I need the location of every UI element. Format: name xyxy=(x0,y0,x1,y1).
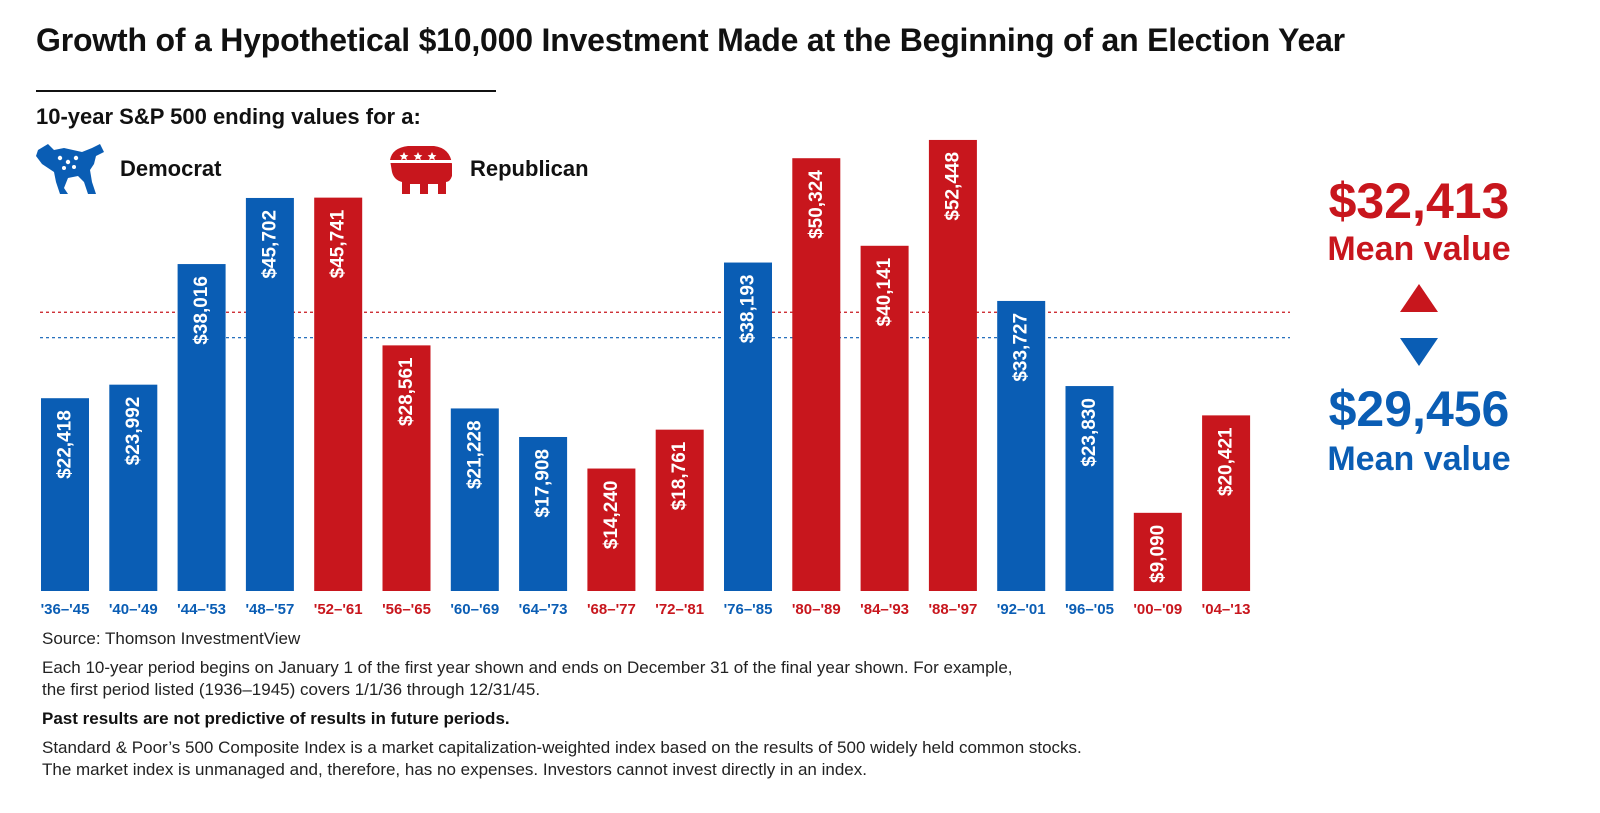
category-label: '88–'97 xyxy=(928,601,977,618)
category-label: '40–'49 xyxy=(109,601,158,618)
category-label: '60–'69 xyxy=(450,601,499,618)
legend-democrat-label: Democrat xyxy=(120,156,222,181)
bar xyxy=(519,436,568,591)
bar-value-label: $38,193 xyxy=(738,275,759,344)
bar xyxy=(1065,386,1114,591)
period-note-line-1: Each 10-year period begins on January 1 … xyxy=(42,658,1013,677)
democrat-mean-value: $29,456 xyxy=(1328,381,1510,437)
index-note-line-1: Standard & Poor’s 500 Composite Index is… xyxy=(42,738,1082,757)
source-note: Source: Thomson InvestmentView xyxy=(42,629,301,648)
category-label: '00–'09 xyxy=(1133,601,1182,618)
bar xyxy=(587,468,636,591)
donkey-icon xyxy=(36,144,104,194)
bar-value-label: $28,561 xyxy=(396,357,417,426)
bar xyxy=(245,197,294,591)
bar-value-label: $9,090 xyxy=(1147,525,1168,583)
category-label: '68–'77 xyxy=(587,601,636,618)
category-label: '04–'13 xyxy=(1202,601,1251,618)
bar xyxy=(450,408,499,591)
bar xyxy=(724,262,772,591)
bar xyxy=(177,264,226,591)
republican-mean-label: Mean value xyxy=(1327,230,1511,268)
category-label: '72–'81 xyxy=(655,601,704,618)
up-arrow-icon xyxy=(1400,284,1438,312)
bar-value-label: $14,240 xyxy=(601,481,622,550)
category-label: '80–'89 xyxy=(792,601,841,618)
bar xyxy=(655,429,704,591)
democrat-mean-label: Mean value xyxy=(1327,440,1511,478)
legend-republican-label: Republican xyxy=(470,156,589,181)
bar-value-label: $22,418 xyxy=(55,410,76,479)
bar xyxy=(382,345,431,591)
down-arrow-icon xyxy=(1400,338,1438,366)
category-label: '84–'93 xyxy=(860,601,909,618)
bar-value-label: $45,741 xyxy=(328,209,349,278)
bar xyxy=(860,245,909,591)
period-note-line-2: the first period listed (1936–1945) cove… xyxy=(42,680,541,699)
category-label: '36–'45 xyxy=(41,601,90,618)
bar xyxy=(109,384,158,591)
category-label: '52–'61 xyxy=(314,601,363,618)
republican-mean-value: $32,413 xyxy=(1328,173,1510,229)
category-label: '92–'01 xyxy=(997,601,1046,618)
title-divider xyxy=(36,90,496,92)
bar-value-label: $50,324 xyxy=(806,170,827,239)
category-label: '44–'53 xyxy=(177,601,226,618)
category-label: '76–'85 xyxy=(724,601,773,618)
category-label: '56–'65 xyxy=(382,601,431,618)
bar-value-label: $38,016 xyxy=(191,276,212,345)
bar xyxy=(792,158,841,591)
bar-value-label: $23,992 xyxy=(123,397,144,466)
bar-value-label: $52,448 xyxy=(942,152,963,221)
category-label: '96–'05 xyxy=(1065,601,1114,618)
bar xyxy=(314,197,363,592)
disclaimer: Past results are not predictive of resul… xyxy=(42,709,510,728)
category-label: '48–'57 xyxy=(245,601,294,618)
bar xyxy=(1202,415,1251,591)
bar xyxy=(41,398,89,591)
bar-value-label: $18,761 xyxy=(669,441,690,510)
bar-value-label: $17,908 xyxy=(533,449,554,518)
chart-title: Growth of a Hypothetical $10,000 Investm… xyxy=(36,22,1345,58)
chart-subtitle: 10-year S&P 500 ending values for a: xyxy=(36,104,421,129)
elephant-icon xyxy=(390,146,452,194)
bar xyxy=(928,139,977,591)
bar xyxy=(997,300,1046,591)
bar-value-label: $23,830 xyxy=(1079,398,1100,467)
bar xyxy=(1133,512,1182,591)
bar-value-label: $45,702 xyxy=(259,210,280,279)
bar-value-label: $40,141 xyxy=(874,257,895,326)
bar-value-label: $20,421 xyxy=(1216,427,1237,496)
category-label: '64–'73 xyxy=(519,601,568,618)
bar-value-label: $33,727 xyxy=(1011,313,1032,382)
bar-value-label: $21,228 xyxy=(464,420,485,489)
index-note-line-2: The market index is unmanaged and, there… xyxy=(42,760,867,779)
